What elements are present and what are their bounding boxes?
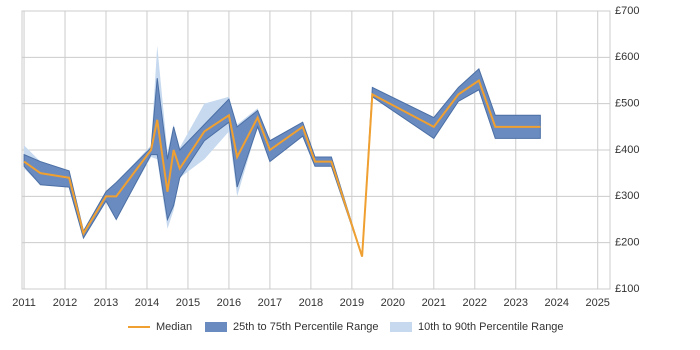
- y-tick-label: £100: [615, 283, 639, 295]
- legend-label: 10th to 90th Percentile Range: [418, 321, 564, 333]
- y-tick-label: £200: [615, 237, 639, 249]
- x-tick-label: 2024: [544, 297, 568, 309]
- x-tick-label: 2020: [381, 297, 405, 309]
- legend-label: 25th to 75th Percentile Range: [233, 321, 379, 333]
- x-tick-label: 2015: [176, 297, 200, 309]
- x-tick-label: 2019: [340, 297, 364, 309]
- y-tick-label: £400: [615, 144, 639, 156]
- legend-swatch: [390, 322, 412, 332]
- x-tick-label: 2017: [258, 297, 282, 309]
- y-tick-label: £700: [615, 5, 639, 17]
- median-line: [23, 78, 541, 257]
- x-tick-label: 2021: [422, 297, 446, 309]
- x-tick-label: 2025: [585, 297, 609, 309]
- x-tick-label: 2022: [463, 297, 487, 309]
- y-tick-label: £300: [615, 190, 639, 202]
- y-tick-label: £600: [615, 51, 639, 63]
- x-tick-label: 2018: [299, 297, 323, 309]
- x-tick-label: 2011: [12, 297, 36, 309]
- x-tick-label: 2013: [94, 297, 118, 309]
- x-tick-label: 2014: [135, 297, 159, 309]
- legend-swatch: [205, 322, 227, 332]
- y-tick-label: £500: [615, 98, 639, 110]
- x-tick-label: 2023: [504, 297, 528, 309]
- legend-label: Median: [156, 321, 192, 333]
- x-tick-label: 2012: [53, 297, 77, 309]
- x-tick-label: 2016: [217, 297, 241, 309]
